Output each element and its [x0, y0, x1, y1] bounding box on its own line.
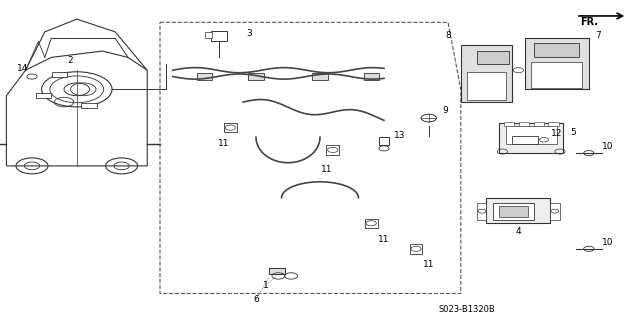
- Text: 14: 14: [17, 64, 28, 73]
- Text: 11: 11: [218, 139, 230, 148]
- Bar: [36, 93, 51, 98]
- Text: 11: 11: [423, 260, 435, 269]
- Text: 4: 4: [516, 227, 521, 236]
- Bar: [477, 203, 486, 220]
- Bar: [499, 123, 563, 153]
- Bar: [493, 203, 534, 220]
- Bar: [486, 198, 550, 223]
- Bar: [467, 72, 506, 100]
- Text: 10: 10: [602, 238, 614, 247]
- Bar: [504, 122, 514, 126]
- Text: 10: 10: [602, 142, 614, 151]
- Bar: [365, 219, 378, 228]
- Bar: [525, 38, 589, 89]
- Bar: [410, 244, 422, 254]
- Bar: [477, 51, 509, 64]
- Bar: [531, 62, 582, 88]
- Bar: [269, 268, 285, 274]
- Text: 13: 13: [394, 131, 406, 140]
- Bar: [548, 122, 559, 126]
- Text: 1: 1: [263, 281, 268, 290]
- Bar: [461, 45, 512, 102]
- Text: 2: 2: [68, 56, 73, 65]
- Bar: [205, 32, 212, 38]
- Text: 11: 11: [378, 235, 390, 244]
- Bar: [364, 73, 379, 80]
- Text: S023-B1320B: S023-B1320B: [439, 305, 495, 314]
- Bar: [499, 206, 528, 217]
- Bar: [512, 136, 538, 144]
- Bar: [211, 31, 227, 41]
- Bar: [81, 103, 97, 108]
- Text: FR.: FR.: [580, 17, 598, 27]
- Text: 6: 6: [253, 295, 259, 304]
- Text: 9: 9: [442, 106, 447, 115]
- Text: 7: 7: [596, 31, 601, 40]
- Text: 12: 12: [551, 130, 563, 138]
- Bar: [550, 203, 560, 220]
- Text: 8: 8: [445, 31, 451, 40]
- Bar: [248, 73, 264, 80]
- Text: 3: 3: [247, 29, 252, 38]
- Bar: [379, 137, 389, 145]
- Bar: [224, 123, 237, 132]
- Text: 5: 5: [570, 128, 575, 137]
- Text: 11: 11: [321, 165, 332, 174]
- Bar: [506, 126, 557, 144]
- Bar: [312, 73, 328, 80]
- Bar: [326, 145, 339, 155]
- Bar: [52, 71, 67, 77]
- Bar: [534, 122, 544, 126]
- Bar: [518, 122, 529, 126]
- Bar: [534, 43, 579, 57]
- Bar: [197, 73, 212, 80]
